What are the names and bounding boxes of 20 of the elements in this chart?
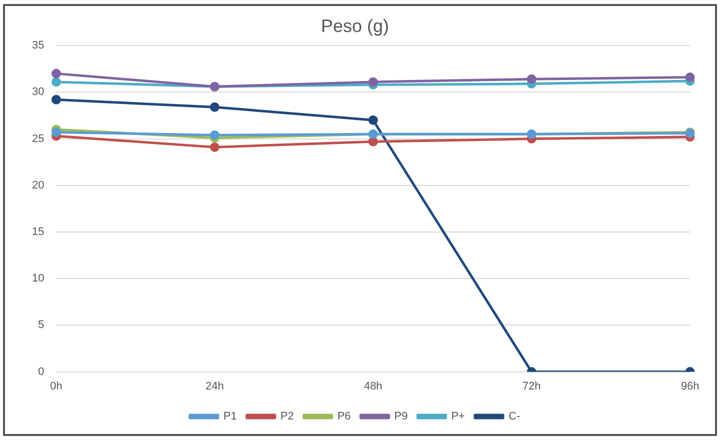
y-tick-label: 10 xyxy=(32,272,44,285)
x-tick-label: 72h xyxy=(522,380,541,392)
y-tick-label: 5 xyxy=(38,319,44,332)
y-tick-label: 20 xyxy=(32,179,44,192)
x-tick-label: 48h xyxy=(364,380,382,392)
y-tick-label: 25 xyxy=(32,132,44,145)
y-tick-label: 35 xyxy=(32,40,44,52)
y-tick-label: 15 xyxy=(32,226,44,238)
legend-label: P2 xyxy=(280,410,294,423)
legend-label: P1 xyxy=(223,410,237,423)
legend-label: P+ xyxy=(451,410,465,423)
x-tick-label: 0h xyxy=(50,380,62,392)
y-tick-label: 30 xyxy=(32,86,44,98)
y-tick-label: 0 xyxy=(38,366,44,378)
x-tick-label: 96h xyxy=(680,380,700,392)
legend-label: P6 xyxy=(337,410,351,423)
legend-label: P9 xyxy=(394,410,408,423)
legend-label: C- xyxy=(508,410,520,423)
chart-title: Peso (g) xyxy=(320,16,390,36)
x-tick-label: 24h xyxy=(205,380,224,392)
